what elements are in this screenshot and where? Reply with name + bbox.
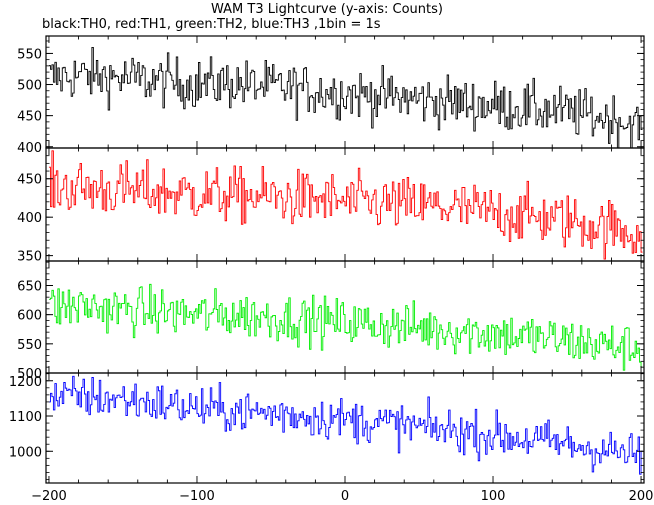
panel-th3: 1000 1100 1200 xyxy=(9,372,645,484)
x-tick-label: 100 xyxy=(481,489,506,504)
y-tick-label: 350 xyxy=(17,250,42,265)
y-tick-label: 550 xyxy=(17,338,42,353)
y-tick-label: 650 xyxy=(17,280,42,295)
y-tick-label: 450 xyxy=(17,110,42,125)
panels-layer: 400 450 500 550 350 400 450 500 550 600 650 1000 110… xyxy=(9,35,645,484)
y-tick-label: 600 xyxy=(17,309,42,324)
series-line-th3 xyxy=(48,375,643,475)
y-tick-label: 1000 xyxy=(9,445,42,460)
panel-th0: 400 450 500 550 xyxy=(17,35,645,156)
x-tick-label: −200 xyxy=(31,489,67,504)
series-line-th1 xyxy=(48,150,643,260)
y-tick-label: 550 xyxy=(17,47,42,62)
y-tick-label: 500 xyxy=(17,367,42,382)
y-tick-label: 400 xyxy=(17,141,42,156)
y-tick-label: 1200 xyxy=(9,375,42,390)
chart-title: WAM T3 Lightcurve (y-axis: Counts) xyxy=(211,2,443,17)
x-axis: −200 −100 0 100 200 xyxy=(31,489,653,504)
series-line-th2 xyxy=(48,283,643,371)
y-tick-label: 1100 xyxy=(9,410,42,425)
y-tick-label: 500 xyxy=(17,79,42,94)
y-tick-label: 400 xyxy=(17,211,42,226)
x-tick-label: −100 xyxy=(179,489,215,504)
panel-th2: 500 550 600 650 xyxy=(17,260,645,382)
panel-th1: 350 400 450 xyxy=(17,147,645,265)
series-line-th0 xyxy=(48,46,643,148)
x-tick-label: 0 xyxy=(341,489,349,504)
x-tick-label: 200 xyxy=(629,489,654,504)
panel-frame xyxy=(45,35,645,149)
chart-subtitle: black:TH0, red:TH1, green:TH2, blue:TH3 … xyxy=(42,17,381,32)
y-tick-label: 450 xyxy=(17,173,42,188)
panel-frame xyxy=(45,372,645,484)
